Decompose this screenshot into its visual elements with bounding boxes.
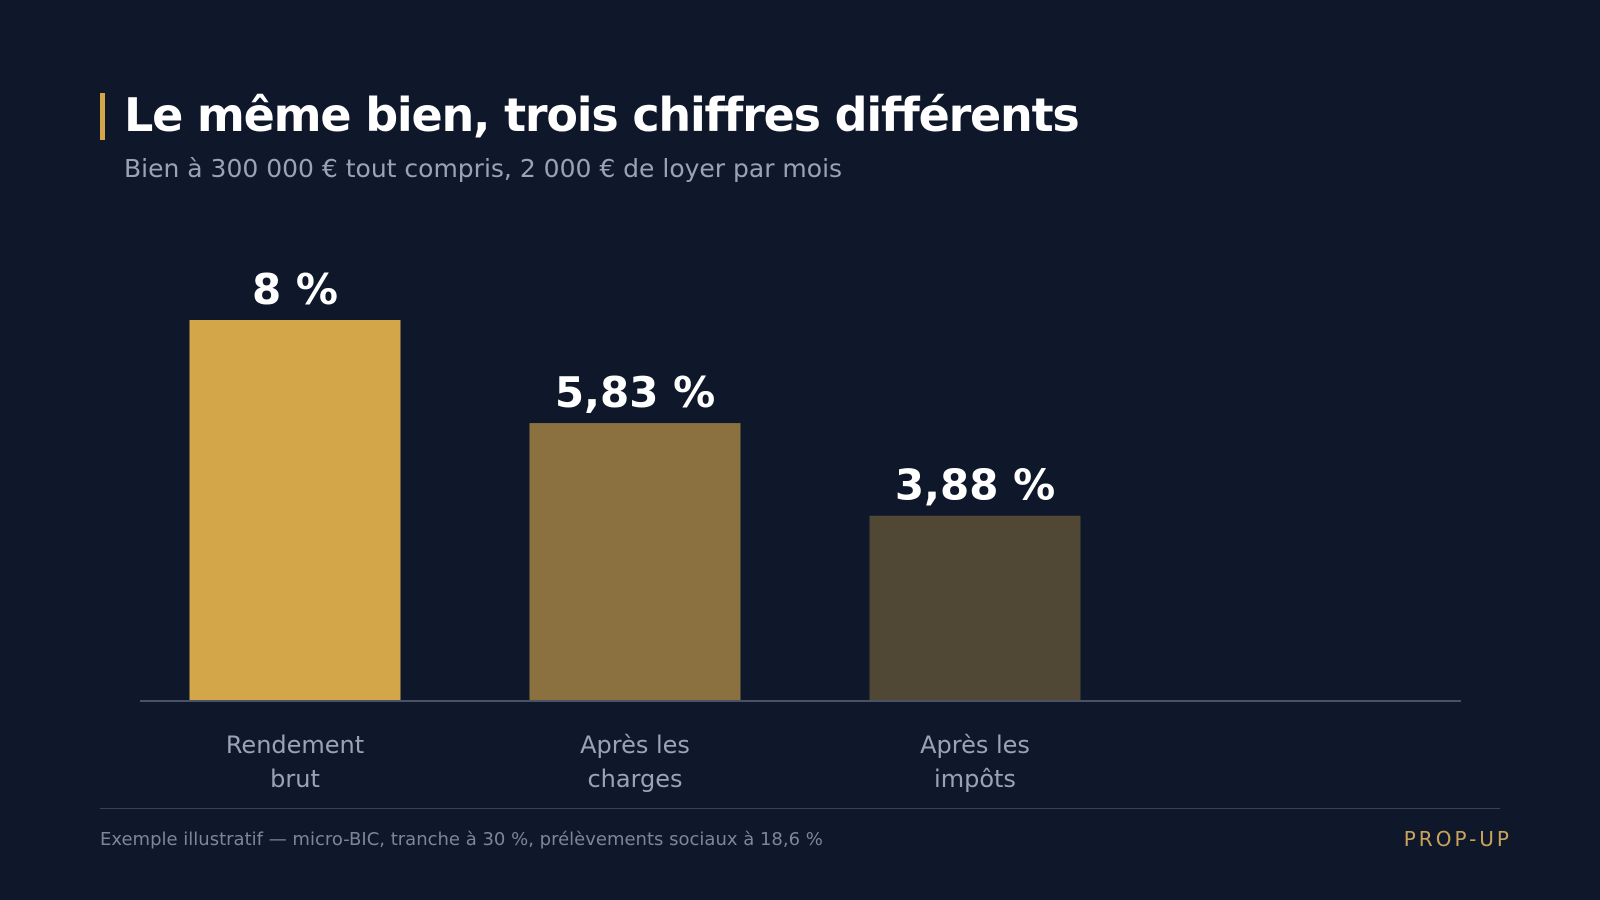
page-subtitle: Bien à 300 000 € tout compris, 2 000 € d… <box>124 154 843 183</box>
bar-3 <box>869 515 1081 700</box>
brand-logo: PROP-UP <box>1403 827 1512 851</box>
category-label-2-line-1: Après les <box>580 731 690 759</box>
category-label-3-line-2: impôts <box>934 765 1016 793</box>
page-title: Le même bien, trois chiffres différents <box>124 88 1080 142</box>
data-label-1: 8 % <box>252 265 338 314</box>
category-label-1-line-2: brut <box>270 765 320 793</box>
data-label-2: 5,83 % <box>555 368 715 417</box>
category-label-3-line-1: Après les <box>920 731 1030 759</box>
bar-1 <box>189 320 401 700</box>
bar-2 <box>529 423 741 700</box>
footer-divider <box>100 808 1500 809</box>
category-label-2-line-2: charges <box>587 765 682 793</box>
data-label-3: 3,88 % <box>895 461 1055 510</box>
footnote: Exemple illustratif — micro-BIC, tranche… <box>100 829 823 850</box>
category-label-1-line-1: Rendement <box>226 731 364 759</box>
title-accent-bar <box>100 93 105 140</box>
